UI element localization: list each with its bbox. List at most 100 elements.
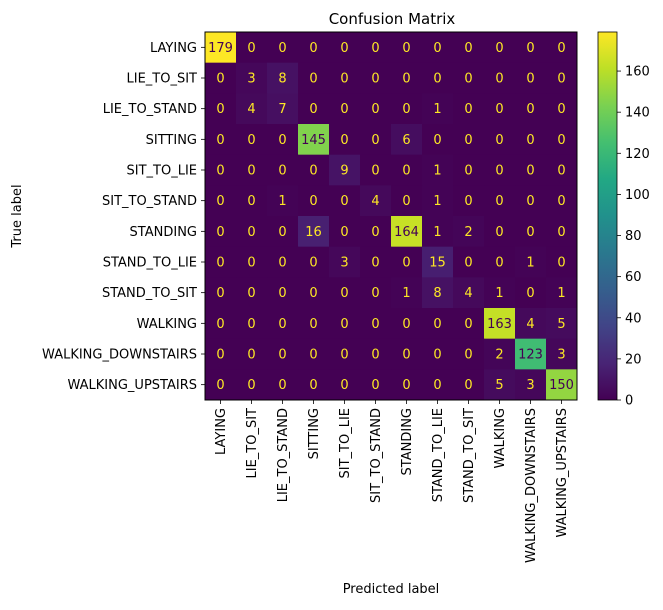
heatmap-cell [546,185,578,217]
heatmap-cell [422,154,454,186]
cell-value-label: 0 [247,225,255,240]
heatmap-cell [453,154,485,186]
heatmap-cell [360,62,392,94]
colorbar [597,31,618,401]
heatmap-cell [453,369,485,401]
x-tick-label: SITTING [307,408,322,459]
cell-value-label: 0 [216,164,224,179]
y-tick-label: WALKING_UPSTAIRS [68,378,198,393]
heatmap-cell [515,369,547,401]
cell-value-label: 0 [247,348,255,363]
heatmap-cell [360,246,392,278]
cell-value-label: 0 [309,348,317,363]
cell-value-label: 0 [340,225,348,240]
heatmap-cell [298,216,330,248]
cell-value-label: 0 [464,317,472,332]
cell-value-label: 0 [247,133,255,148]
cell-value-label: 0 [464,72,472,87]
heatmap-cell [515,93,547,125]
heatmap-cell [453,277,485,309]
heatmap-cell [267,62,299,94]
cell-value-label: 4 [526,317,534,332]
x-tick-label: STAND_TO_SIT [462,408,477,503]
heatmap-cell [267,369,299,401]
colorbar-tick-label: 60 [625,270,642,285]
colorbar-tick-label: 80 [625,229,642,244]
cell-value-label: 0 [216,286,224,301]
heatmap-cell [515,154,547,186]
heatmap-cell [205,308,237,340]
heatmap-cell [205,369,237,401]
heatmap-cell [236,308,268,340]
cell-value-label: 0 [402,256,410,271]
cell-value-label: 0 [340,72,348,87]
cell-value-label: 5 [495,378,503,393]
cell-value-label: 0 [433,72,441,87]
heatmap-cell [205,246,237,278]
heatmap-cell [391,216,423,248]
y-tick-label: STAND_TO_SIT [102,286,197,301]
cell-value-label: 3 [526,378,534,393]
heatmap-cell [484,124,516,156]
heatmap-cell [391,308,423,340]
cell-value-label: 0 [371,164,379,179]
y-tick-label: WALKING_DOWNSTAIRS [42,348,197,363]
heatmap-cell [329,124,361,156]
heatmap-cell [515,62,547,94]
heatmap-cell [298,154,330,186]
heatmap-cell [453,62,485,94]
cell-value-label: 0 [340,378,348,393]
cell-value-label: 0 [557,256,565,271]
heatmap-cell [422,93,454,125]
cell-value-label: 8 [433,286,441,301]
plot-frame [204,31,578,401]
cell-value-label: 2 [464,225,472,240]
cell-value-label: 0 [371,41,379,56]
heatmap-cell [205,277,237,309]
heatmap-cell [391,246,423,278]
heatmap-cell [360,185,392,217]
cell-value-label: 9 [340,164,348,179]
cell-value-label: 0 [309,256,317,271]
cell-value-label: 0 [464,164,472,179]
cell-value-label: 0 [402,348,410,363]
heatmap-cell [515,277,547,309]
cell-value-label: 4 [371,194,379,209]
cell-value-label: 0 [433,317,441,332]
cell-value-label: 0 [464,133,472,148]
cell-value-label: 0 [433,133,441,148]
colorbar-tick-label: 100 [625,188,650,203]
heatmap-cell [453,308,485,340]
heatmap-cell [546,338,578,370]
cell-value-label: 4 [464,286,472,301]
cell-value-label: 0 [278,378,286,393]
cell-value-label: 0 [526,72,534,87]
cell-value-label: 3 [247,72,255,87]
heatmap-cell [298,308,330,340]
heatmap-cell [546,308,578,340]
heatmap-cell [205,216,237,248]
cell-value-label: 0 [371,225,379,240]
heatmap-cell [546,369,578,401]
cell-value-label: 0 [526,194,534,209]
cell-value-label: 0 [309,317,317,332]
cell-value-label: 0 [247,317,255,332]
cell-value-label: 0 [247,194,255,209]
heatmap-cell [453,338,485,370]
heatmap-cell [205,154,237,186]
cell-value-label: 1 [433,194,441,209]
heatmap-cell [546,154,578,186]
heatmap-cell [236,369,268,401]
cell-value-label: 0 [402,378,410,393]
heatmap-cell [453,216,485,248]
heatmap-cell [267,308,299,340]
heatmap-cell [205,185,237,217]
heatmap-cell [484,338,516,370]
cell-value-label: 0 [309,286,317,301]
cell-value-label: 0 [216,348,224,363]
cell-value-label: 0 [216,102,224,117]
cell-value-label: 2 [495,348,503,363]
heatmap-cell [329,277,361,309]
heatmap-cell [329,62,361,94]
heatmap-cell [360,277,392,309]
